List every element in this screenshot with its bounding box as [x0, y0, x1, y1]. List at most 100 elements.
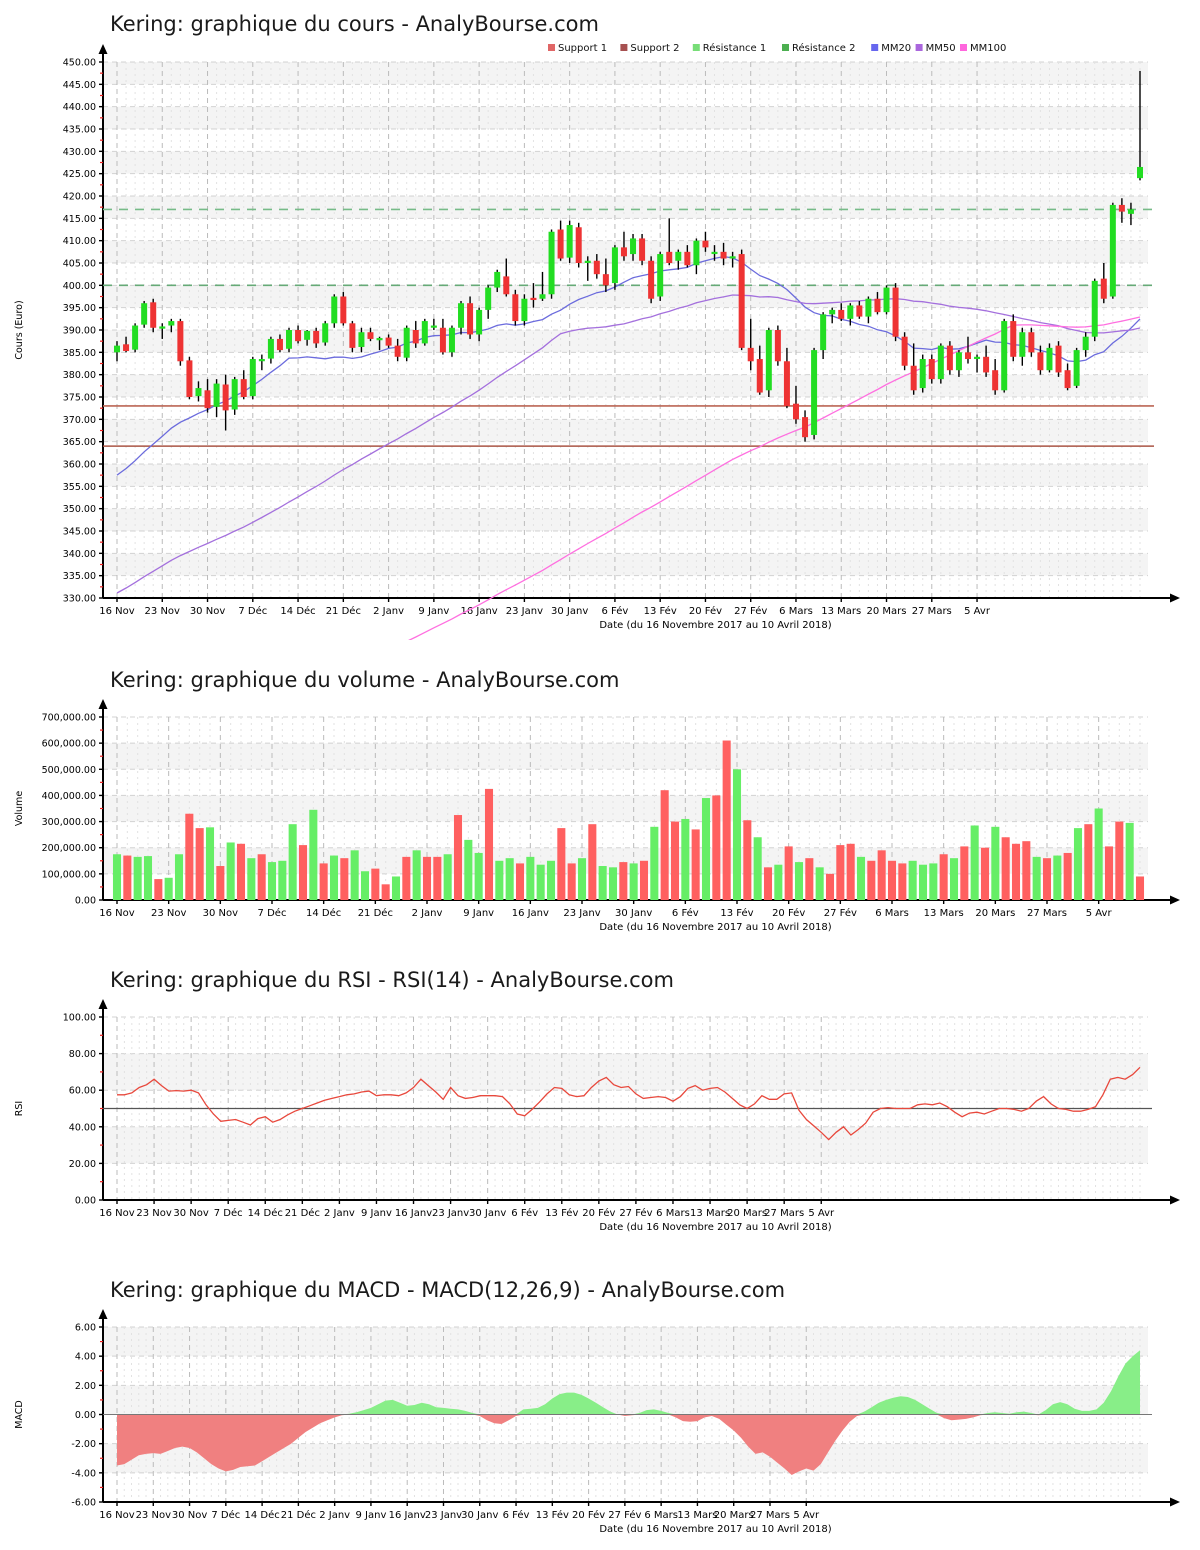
rsi-chart-title: Kering: graphique du RSI - RSI(14) - Ana…	[110, 968, 674, 992]
volume-bar	[278, 860, 287, 900]
y-axis-arrow	[98, 44, 108, 54]
volume-bar	[536, 864, 545, 900]
candle-body	[195, 388, 202, 397]
volume-bar	[1115, 821, 1124, 900]
axis-tick-label: -2.00	[71, 1439, 96, 1450]
legend-label-5: MM50	[926, 43, 956, 54]
axis-tick-label: 5 Avr	[1086, 908, 1113, 919]
volume-bar	[1135, 876, 1145, 900]
volume-bar	[639, 860, 649, 900]
axis-tick-label: 16 Nov	[99, 606, 135, 617]
candle-body	[1046, 347, 1053, 371]
plot-band	[103, 196, 1148, 219]
axis-tick-label: 20.00	[69, 1159, 96, 1170]
volume-bar	[877, 850, 886, 900]
plot-band	[103, 374, 1148, 397]
candle-body	[1137, 166, 1143, 179]
candle-body	[240, 379, 247, 397]
axis-tick-label: 7 Déc	[258, 907, 287, 919]
volume-bar	[557, 828, 566, 900]
volume-chart-title: Kering: graphique du volume - AnalyBours…	[110, 668, 620, 692]
volume-bar	[495, 860, 504, 900]
axis-tick-label: 330.00	[63, 594, 96, 605]
volume-bar	[846, 843, 855, 900]
volume-bar	[918, 864, 928, 900]
volume-bar	[732, 769, 742, 900]
macd-chart-panel: Kering: graphique du MACD - MACD(12,26,9…	[0, 1265, 1200, 1550]
volume-bar	[980, 847, 990, 900]
axis-tick-label: 100,000.00	[42, 869, 96, 880]
axis-tick-label: 20 Mars	[867, 606, 907, 617]
axis-tick-label: 370.00	[63, 415, 96, 426]
candle-body	[1091, 280, 1098, 337]
candle-body	[458, 303, 465, 328]
axis-tick-label: 27 Fév	[734, 605, 767, 617]
plot-band	[103, 553, 1148, 576]
axis-tick-label: 2 Janv	[324, 1208, 355, 1219]
candle-body	[150, 302, 157, 328]
macd-chart-title: Kering: graphique du MACD - MACD(12,26,9…	[110, 1278, 786, 1302]
plot-band	[103, 464, 1148, 487]
candle-body	[467, 303, 474, 335]
candle-body	[132, 325, 139, 350]
volume-bar	[1053, 855, 1062, 900]
candle-body	[639, 238, 646, 261]
axis-tick-label: 435.00	[63, 125, 96, 136]
volume-bar	[867, 860, 876, 900]
candle-body	[883, 287, 890, 313]
candle-body	[1064, 370, 1071, 389]
legend-swatch-3	[782, 44, 789, 51]
legend-swatch-1	[620, 44, 628, 51]
axis-tick-label: 420.00	[63, 192, 96, 203]
volume-bar	[505, 858, 514, 900]
candle-body	[847, 305, 854, 319]
volume-bar	[257, 854, 266, 900]
axis-tick-label: 16 Janv	[395, 1208, 432, 1219]
axis-tick-label: 500,000.00	[42, 765, 96, 776]
candle-body	[1019, 332, 1026, 357]
volume-bar	[774, 864, 783, 900]
volume-bar	[205, 827, 215, 900]
candle-body	[295, 330, 302, 342]
candle-body	[964, 352, 971, 360]
volume-bar	[619, 862, 628, 900]
axis-tick-label: 30 Nov	[203, 908, 239, 919]
candle-body	[168, 321, 175, 326]
axis-tick-label: 9 Janv	[355, 1510, 386, 1521]
candle-body	[340, 296, 347, 324]
plot-band	[103, 285, 1148, 308]
candle-body	[765, 330, 772, 391]
plot-band	[103, 743, 1148, 770]
axis-tick-label: 30 Nov	[172, 1510, 208, 1521]
volume-bar	[784, 846, 793, 900]
price-chart-title: Kering: graphique du cours - AnalyBourse…	[110, 12, 599, 36]
candle-body	[747, 347, 754, 362]
axis-tick-label: 425.00	[63, 169, 96, 180]
candle-body	[430, 325, 437, 328]
rsi-chart-svg: 0.00 20.00 40.00 60.00 80.00 100.00 16 Nov 23 N…	[14, 999, 1180, 1233]
legend-swatch-4	[871, 44, 879, 51]
candle-body	[123, 344, 130, 351]
axis-tick-label: 60.00	[69, 1086, 96, 1097]
volume-bar	[402, 856, 411, 900]
candle-body	[403, 327, 410, 358]
x-axis-caption: Date (du 16 Novembre 2017 au 10 Avril 20…	[599, 922, 831, 933]
axis-tick-label: 355.00	[63, 482, 96, 493]
volume-bar	[164, 877, 173, 900]
candle-body	[276, 338, 283, 351]
axis-tick-label: 27 Mars	[1027, 908, 1067, 919]
candle-body	[829, 309, 836, 315]
volume-bar	[319, 863, 328, 900]
axis-tick-label: 20 Mars	[727, 1208, 767, 1219]
axis-tick-label: 6.00	[75, 1323, 96, 1334]
axis-tick-label: 27 Mars	[912, 606, 952, 617]
volume-bar	[1042, 858, 1052, 900]
axis-tick-label: 6 Fév	[511, 1207, 538, 1219]
volume-bar	[1001, 837, 1010, 900]
volume-bar	[453, 815, 463, 900]
axis-tick-label: 200,000.00	[42, 843, 96, 854]
volume-bar	[598, 866, 607, 900]
y-axis-caption: Volume	[14, 791, 25, 826]
candle-body	[503, 276, 510, 295]
axis-tick-label: -6.00	[71, 1498, 96, 1509]
